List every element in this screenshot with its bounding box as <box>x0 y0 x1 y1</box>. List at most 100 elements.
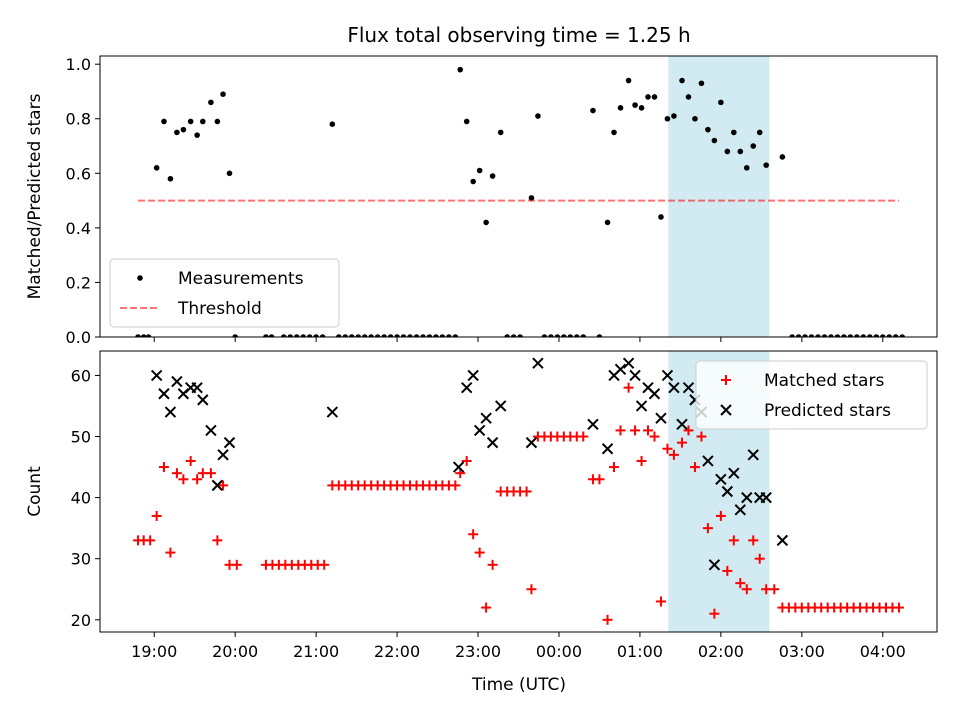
data-point <box>161 118 167 125</box>
data-point <box>655 596 666 607</box>
y-tick-label: 0.8 <box>66 110 91 129</box>
data-point <box>439 334 446 337</box>
data-point <box>226 170 233 177</box>
data-point <box>899 334 905 337</box>
data-point <box>821 334 828 337</box>
data-point <box>342 334 349 337</box>
data-point <box>220 91 226 97</box>
data-point <box>158 462 169 473</box>
data-point <box>433 334 439 337</box>
x-tick-label: 02:00 <box>698 642 744 661</box>
data-point <box>632 102 638 108</box>
chart-title: Flux total observing time = 1.25 h <box>347 23 690 47</box>
data-point <box>847 334 854 337</box>
data-point <box>705 126 711 133</box>
data-point <box>651 94 658 100</box>
data-point <box>625 77 632 84</box>
data-point <box>664 115 671 122</box>
data-point <box>769 584 780 595</box>
data-point <box>636 455 647 466</box>
data-point <box>135 334 141 337</box>
legend-entry: Measurements <box>137 269 304 289</box>
data-point <box>457 66 464 73</box>
data-point <box>528 195 535 201</box>
data-point <box>711 137 718 144</box>
data-point <box>313 334 319 337</box>
data-point <box>679 77 685 84</box>
data-point <box>728 535 739 546</box>
data-point <box>689 462 700 473</box>
data-point <box>525 436 538 449</box>
legend-label: Predicted stars <box>764 401 891 421</box>
data-point <box>205 424 217 437</box>
x-tick-label: 01:00 <box>617 642 663 661</box>
data-point <box>638 105 645 111</box>
data-point <box>795 334 802 337</box>
y-tick-label: 0.6 <box>66 164 91 183</box>
data-point <box>718 99 724 106</box>
data-point <box>473 424 486 437</box>
data-point <box>879 334 886 337</box>
data-point <box>601 443 614 455</box>
data-point <box>300 334 306 337</box>
data-point <box>735 578 746 589</box>
data-point <box>504 334 510 337</box>
data-point <box>489 173 496 179</box>
data-point <box>361 334 368 337</box>
data-point <box>614 363 627 376</box>
data-point <box>671 113 677 119</box>
data-point <box>151 510 162 521</box>
data-point <box>140 334 147 337</box>
data-point <box>319 334 326 337</box>
x-tick-label: 22:00 <box>374 642 420 661</box>
data-point <box>335 334 342 337</box>
data-point <box>655 412 667 424</box>
y-tick-label: 0.0 <box>66 328 91 347</box>
data-point <box>789 334 795 337</box>
data-point <box>223 436 236 449</box>
legend-label: Matched stars <box>764 371 884 391</box>
data-point <box>854 334 860 337</box>
data-point <box>623 382 634 393</box>
data-point <box>692 115 698 122</box>
data-point <box>387 334 394 337</box>
data-point <box>622 357 635 369</box>
legend-box <box>695 360 928 430</box>
data-point <box>476 167 483 174</box>
data-point <box>521 486 532 497</box>
legend-marker <box>137 275 143 281</box>
data-point <box>268 334 275 337</box>
data-point <box>212 535 223 546</box>
data-point <box>174 129 180 136</box>
data-point <box>486 436 499 449</box>
data-point <box>293 334 300 337</box>
data-point <box>452 334 459 337</box>
data-point <box>776 534 789 547</box>
data-point <box>677 437 688 448</box>
data-point <box>153 165 160 171</box>
data-point <box>698 80 705 87</box>
data-point <box>200 118 206 125</box>
data-point <box>217 449 229 461</box>
data-point <box>287 334 294 337</box>
data-point <box>779 154 786 160</box>
y-tick-label: 40 <box>71 489 91 508</box>
data-point <box>741 584 752 595</box>
data-point <box>741 491 753 504</box>
data-point <box>721 485 734 498</box>
data-point <box>747 449 759 461</box>
data-point <box>461 455 472 466</box>
data-point <box>841 334 847 337</box>
data-point <box>468 529 479 540</box>
data-point <box>860 334 867 337</box>
data-point <box>748 535 759 546</box>
data-point <box>452 461 465 473</box>
data-point <box>413 334 420 337</box>
data-point <box>450 480 461 491</box>
data-point <box>483 219 489 226</box>
x-tick-label: 23:00 <box>455 642 501 661</box>
data-point <box>630 425 641 436</box>
data-point <box>609 462 620 473</box>
data-point <box>426 334 433 337</box>
x-tick-label: 21:00 <box>293 642 339 661</box>
